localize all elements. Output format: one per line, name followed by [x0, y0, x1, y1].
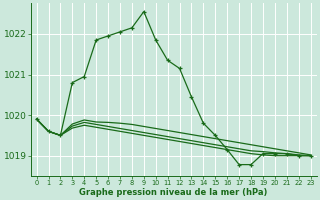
X-axis label: Graphe pression niveau de la mer (hPa): Graphe pression niveau de la mer (hPa): [79, 188, 268, 197]
